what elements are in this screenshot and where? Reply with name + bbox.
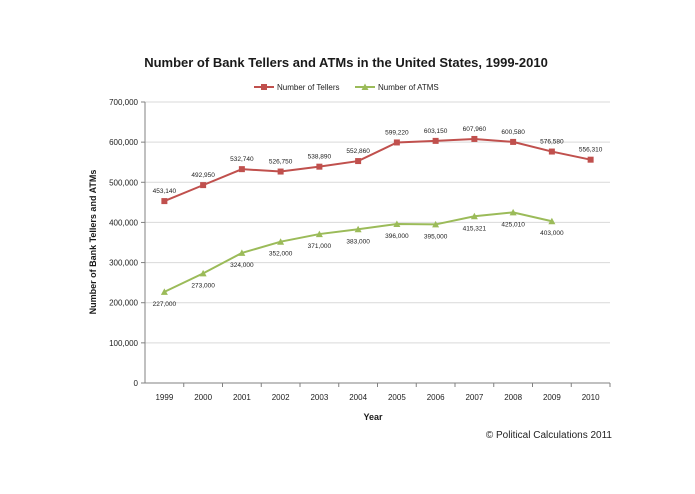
x-tick-label: 2002: [272, 393, 290, 402]
data-label: 599,220: [385, 129, 409, 136]
data-labels: 453,140 492,950 532,740 526,750 538,890 552,8…: [153, 126, 603, 308]
point-marker-tellers: [548, 148, 555, 155]
data-label: 227,000: [153, 301, 177, 308]
x-tick-label: 2003: [310, 393, 328, 402]
point-marker-tellers: [238, 166, 245, 173]
x-axis-ticks: 1999 2000 2001 2002 2003 2004 2005 2006 2007 2008…: [155, 383, 611, 402]
y-tick-label: 300,000: [109, 259, 138, 268]
x-tick-label: 1999: [155, 393, 173, 402]
x-axis-title: Year: [363, 412, 383, 422]
data-label: 352,000: [269, 251, 293, 258]
point-marker-tellers: [161, 198, 168, 205]
data-label: 532,740: [230, 156, 254, 163]
data-label: 576,580: [540, 139, 564, 146]
point-marker-atms: [393, 220, 401, 228]
data-label: 556,310: [579, 147, 603, 154]
point-marker-tellers: [432, 137, 439, 144]
legend-label-tellers: Number of Tellers: [277, 83, 340, 92]
copyright-credit: © Political Calculations 2011: [486, 430, 613, 441]
legend: Number of Tellers Number of ATMS: [254, 83, 439, 92]
point-marker-atms: [432, 220, 440, 228]
point-marker-tellers: [200, 182, 207, 189]
data-label: 324,000: [230, 262, 254, 269]
y-tick-label: 200,000: [109, 299, 138, 308]
point-marker-tellers: [471, 135, 478, 142]
point-marker-atms: [238, 249, 246, 256]
legend-label-atms: Number of ATMS: [378, 83, 439, 92]
data-label: 552,860: [346, 148, 370, 155]
y-tick-label: 400,000: [109, 218, 138, 227]
point-marker-atms: [354, 225, 362, 233]
data-label: 273,000: [191, 282, 215, 289]
data-label: 600,580: [501, 129, 525, 136]
data-label: 395,000: [424, 233, 448, 240]
data-label: 371,000: [308, 243, 332, 250]
data-label: 538,890: [308, 154, 332, 161]
x-tick-label: 2001: [233, 393, 251, 402]
data-label: 526,750: [269, 159, 293, 166]
point-marker-tellers: [355, 158, 362, 165]
x-tick-label: 2008: [504, 393, 522, 402]
y-tick-label: 600,000: [109, 138, 138, 147]
point-marker-atms: [509, 208, 517, 216]
data-label: 396,000: [385, 233, 409, 240]
point-marker-tellers: [393, 139, 400, 146]
point-marker-atms: [199, 269, 207, 277]
x-tick-label: 2009: [543, 393, 561, 402]
point-marker-atms: [277, 238, 285, 245]
data-label: 425,010: [501, 221, 525, 228]
point-marker-tellers: [510, 138, 517, 145]
series-line-atms: [163, 211, 553, 293]
x-tick-label: 2004: [349, 393, 367, 402]
legend-marker-tellers: [261, 84, 267, 90]
y-axis-ticks: 0 100,000 200,000 300,000 400,000 500,000 600,…: [109, 98, 145, 388]
point-marker-atms: [160, 288, 168, 295]
point-marker-atms: [315, 230, 323, 238]
x-tick-label: 2007: [465, 393, 483, 402]
chart-title: Number of Bank Tellers and ATMs in the U…: [144, 55, 548, 70]
x-tick-label: 2005: [388, 393, 406, 402]
data-label: 603,150: [424, 128, 448, 135]
point-marker-tellers: [277, 168, 284, 175]
point-marker-tellers: [316, 163, 323, 170]
y-axis-title: Number of Bank Tellers and ATMs: [88, 170, 98, 315]
data-label: 492,950: [191, 172, 215, 179]
x-tick-label: 2000: [194, 393, 212, 402]
data-label: 403,000: [540, 230, 564, 237]
y-tick-label: 0: [134, 379, 139, 388]
point-marker-tellers: [587, 156, 594, 163]
data-label: 607,960: [463, 126, 487, 133]
data-label: 415,321: [463, 225, 487, 232]
data-label: 453,140: [153, 188, 177, 195]
legend-item-tellers: Number of Tellers: [254, 83, 340, 92]
series-group: [160, 135, 594, 295]
point-marker-atms: [548, 217, 556, 225]
series-line-tellers: [163, 137, 591, 203]
x-tick-label: 2010: [582, 393, 600, 402]
legend-marker-atms: [361, 83, 369, 90]
y-tick-label: 100,000: [109, 339, 138, 348]
x-tick-label: 2006: [427, 393, 445, 402]
y-tick-label: 700,000: [109, 98, 138, 107]
y-tick-label: 500,000: [109, 178, 138, 187]
point-marker-atms: [470, 212, 478, 220]
data-label: 383,000: [346, 238, 370, 245]
legend-item-atms: Number of ATMS: [355, 83, 439, 92]
